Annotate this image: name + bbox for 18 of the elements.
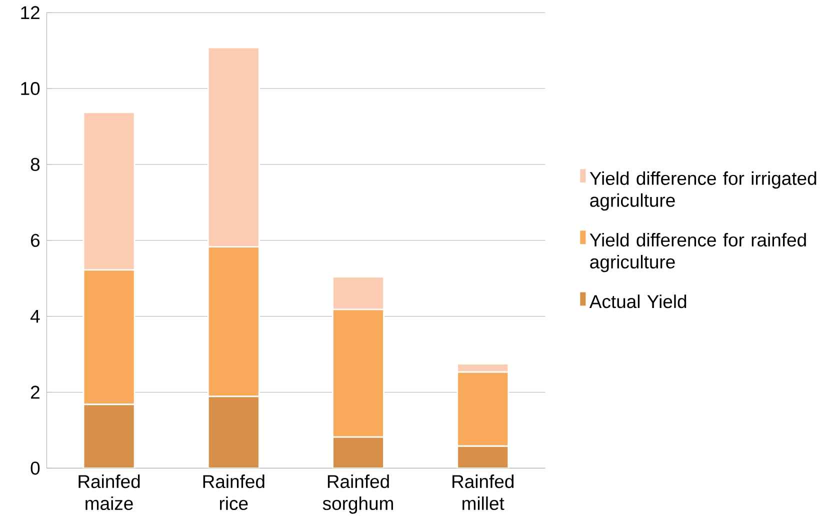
y-tick-label: 2: [30, 386, 40, 399]
x-tick-label: Rainfed sorghum: [322, 474, 393, 514]
y-tick-label: 12: [21, 6, 40, 20]
bar: [332, 436, 384, 468]
legend-label: Actual Yield: [589, 294, 686, 308]
bar: [456, 446, 510, 468]
y-tick-label: 0: [30, 462, 40, 475]
y-tick-label: 10: [21, 82, 40, 96]
bar: [82, 404, 136, 468]
y-tick-label: 4: [30, 310, 40, 323]
x-tick-label: Rainfed rice: [203, 474, 264, 510]
y-tick-label: 6: [31, 234, 40, 247]
x-tick-label: Rainfed millet: [452, 474, 514, 510]
y-tick-label: 8: [30, 158, 40, 172]
x-tick-label: Rainfed maize: [78, 474, 140, 510]
legend-label: Yield difference for rainfed agriculture: [590, 233, 806, 272]
legend-label: Yield difference for irrigated agriculture: [590, 171, 816, 211]
bar: [207, 396, 260, 468]
